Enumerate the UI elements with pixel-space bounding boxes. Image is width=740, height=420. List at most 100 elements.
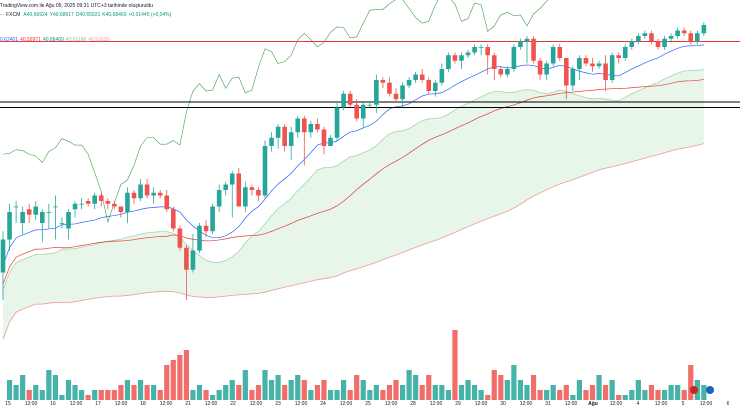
candle bbox=[243, 181, 248, 212]
candle bbox=[295, 115, 301, 138]
volume-bar bbox=[124, 380, 131, 400]
time-axis-label: 12:00 bbox=[25, 401, 38, 407]
volume-bar bbox=[478, 390, 484, 400]
candle bbox=[662, 36, 667, 50]
candle-body bbox=[668, 36, 674, 39]
symbol-label: - · FXCM bbox=[0, 12, 21, 18]
candle-body bbox=[419, 74, 425, 80]
candle-body bbox=[616, 55, 621, 58]
candle-body bbox=[557, 47, 563, 58]
volume-bar bbox=[439, 385, 445, 400]
candle bbox=[537, 58, 543, 80]
candle bbox=[511, 44, 517, 72]
candle-body bbox=[66, 212, 71, 229]
candle-body bbox=[315, 124, 320, 130]
time-axis-label: 12:00 bbox=[115, 401, 128, 407]
candle-body bbox=[446, 55, 451, 69]
volume-bar bbox=[583, 390, 589, 400]
candle-body bbox=[59, 223, 65, 224]
candle bbox=[400, 82, 405, 108]
candle-body bbox=[485, 47, 490, 56]
volume-bar bbox=[144, 385, 150, 400]
time-axis-label: 6 bbox=[727, 401, 730, 407]
candle-body bbox=[308, 124, 314, 133]
volume-bar bbox=[157, 390, 163, 400]
candle-body bbox=[210, 206, 215, 232]
candle-body bbox=[151, 192, 156, 196]
time-axis-label: 12:00 bbox=[160, 401, 173, 407]
ichimoku-lines bbox=[2, 0, 704, 285]
volume-bar bbox=[85, 395, 91, 400]
candle-body bbox=[262, 146, 268, 196]
candle bbox=[367, 102, 373, 108]
candle bbox=[334, 102, 340, 141]
ohlc-value: K40,68469 bbox=[102, 12, 127, 18]
candle bbox=[98, 192, 104, 207]
indicator-value: 0,62401 bbox=[0, 37, 19, 43]
time-axis-label: 24 bbox=[320, 401, 326, 407]
ohlc-value: D40,65921 bbox=[75, 12, 101, 18]
candle-body bbox=[701, 25, 707, 34]
candle bbox=[446, 52, 451, 72]
volume-bar bbox=[210, 395, 216, 400]
volume-bar bbox=[524, 385, 530, 400]
time-axis-label: 12:00 bbox=[655, 401, 668, 407]
candle bbox=[642, 30, 648, 39]
candle-body bbox=[472, 47, 477, 53]
volume-bar bbox=[65, 380, 72, 400]
candle bbox=[138, 179, 143, 201]
candle bbox=[85, 198, 91, 207]
volume-bar bbox=[308, 390, 314, 400]
time-axis-label: 12:00 bbox=[610, 401, 623, 407]
volume-bar bbox=[609, 380, 615, 400]
candle bbox=[622, 44, 628, 61]
candle-body bbox=[275, 126, 281, 138]
candle bbox=[197, 223, 202, 254]
candle-body bbox=[53, 206, 58, 208]
volume-series bbox=[6, 330, 707, 400]
candle bbox=[26, 203, 32, 223]
candle bbox=[302, 115, 307, 166]
time-axis-label: 12:00 bbox=[430, 401, 443, 407]
candle-body bbox=[7, 212, 12, 240]
candle-body bbox=[590, 63, 595, 67]
candle-body bbox=[197, 225, 202, 251]
candle-body bbox=[695, 33, 700, 42]
candle-body bbox=[72, 203, 78, 210]
candle-body bbox=[26, 209, 32, 215]
candle bbox=[675, 27, 680, 39]
candle-body bbox=[98, 195, 104, 201]
candle bbox=[360, 102, 366, 127]
candle-body bbox=[433, 82, 438, 91]
candle-body bbox=[256, 190, 261, 196]
candle bbox=[485, 44, 490, 75]
volume-bar bbox=[419, 385, 425, 400]
candle-body bbox=[505, 69, 510, 75]
candle bbox=[157, 190, 163, 199]
chart-header-ohlc: - · FXCM A40,66924 Y40,68617 D40,65921 K40,… bbox=[0, 12, 175, 18]
candle-body bbox=[46, 212, 52, 213]
candle bbox=[33, 201, 39, 221]
flag-icon bbox=[690, 386, 698, 394]
candle-body bbox=[465, 52, 471, 56]
time-axis: 15 12:00 16 12:00 17 12:00 18 12:00 21 12:00 22 12:… bbox=[5, 401, 729, 407]
candle bbox=[59, 217, 65, 229]
candle bbox=[701, 22, 707, 36]
candle-body bbox=[269, 137, 274, 146]
candle-body bbox=[511, 47, 517, 69]
candle bbox=[66, 209, 71, 240]
candle-body bbox=[33, 206, 39, 215]
candle bbox=[151, 187, 156, 204]
candle bbox=[636, 33, 641, 45]
candle-body bbox=[518, 41, 523, 47]
volume-bar bbox=[288, 380, 294, 400]
candle bbox=[256, 187, 261, 201]
candle-body bbox=[92, 195, 97, 204]
time-axis-label: 12:00 bbox=[700, 401, 713, 407]
time-axis-label: 16 bbox=[50, 401, 56, 407]
volume-bar bbox=[596, 375, 602, 400]
candle-body bbox=[452, 55, 458, 61]
volume-bar bbox=[341, 380, 347, 400]
candle bbox=[144, 179, 150, 199]
